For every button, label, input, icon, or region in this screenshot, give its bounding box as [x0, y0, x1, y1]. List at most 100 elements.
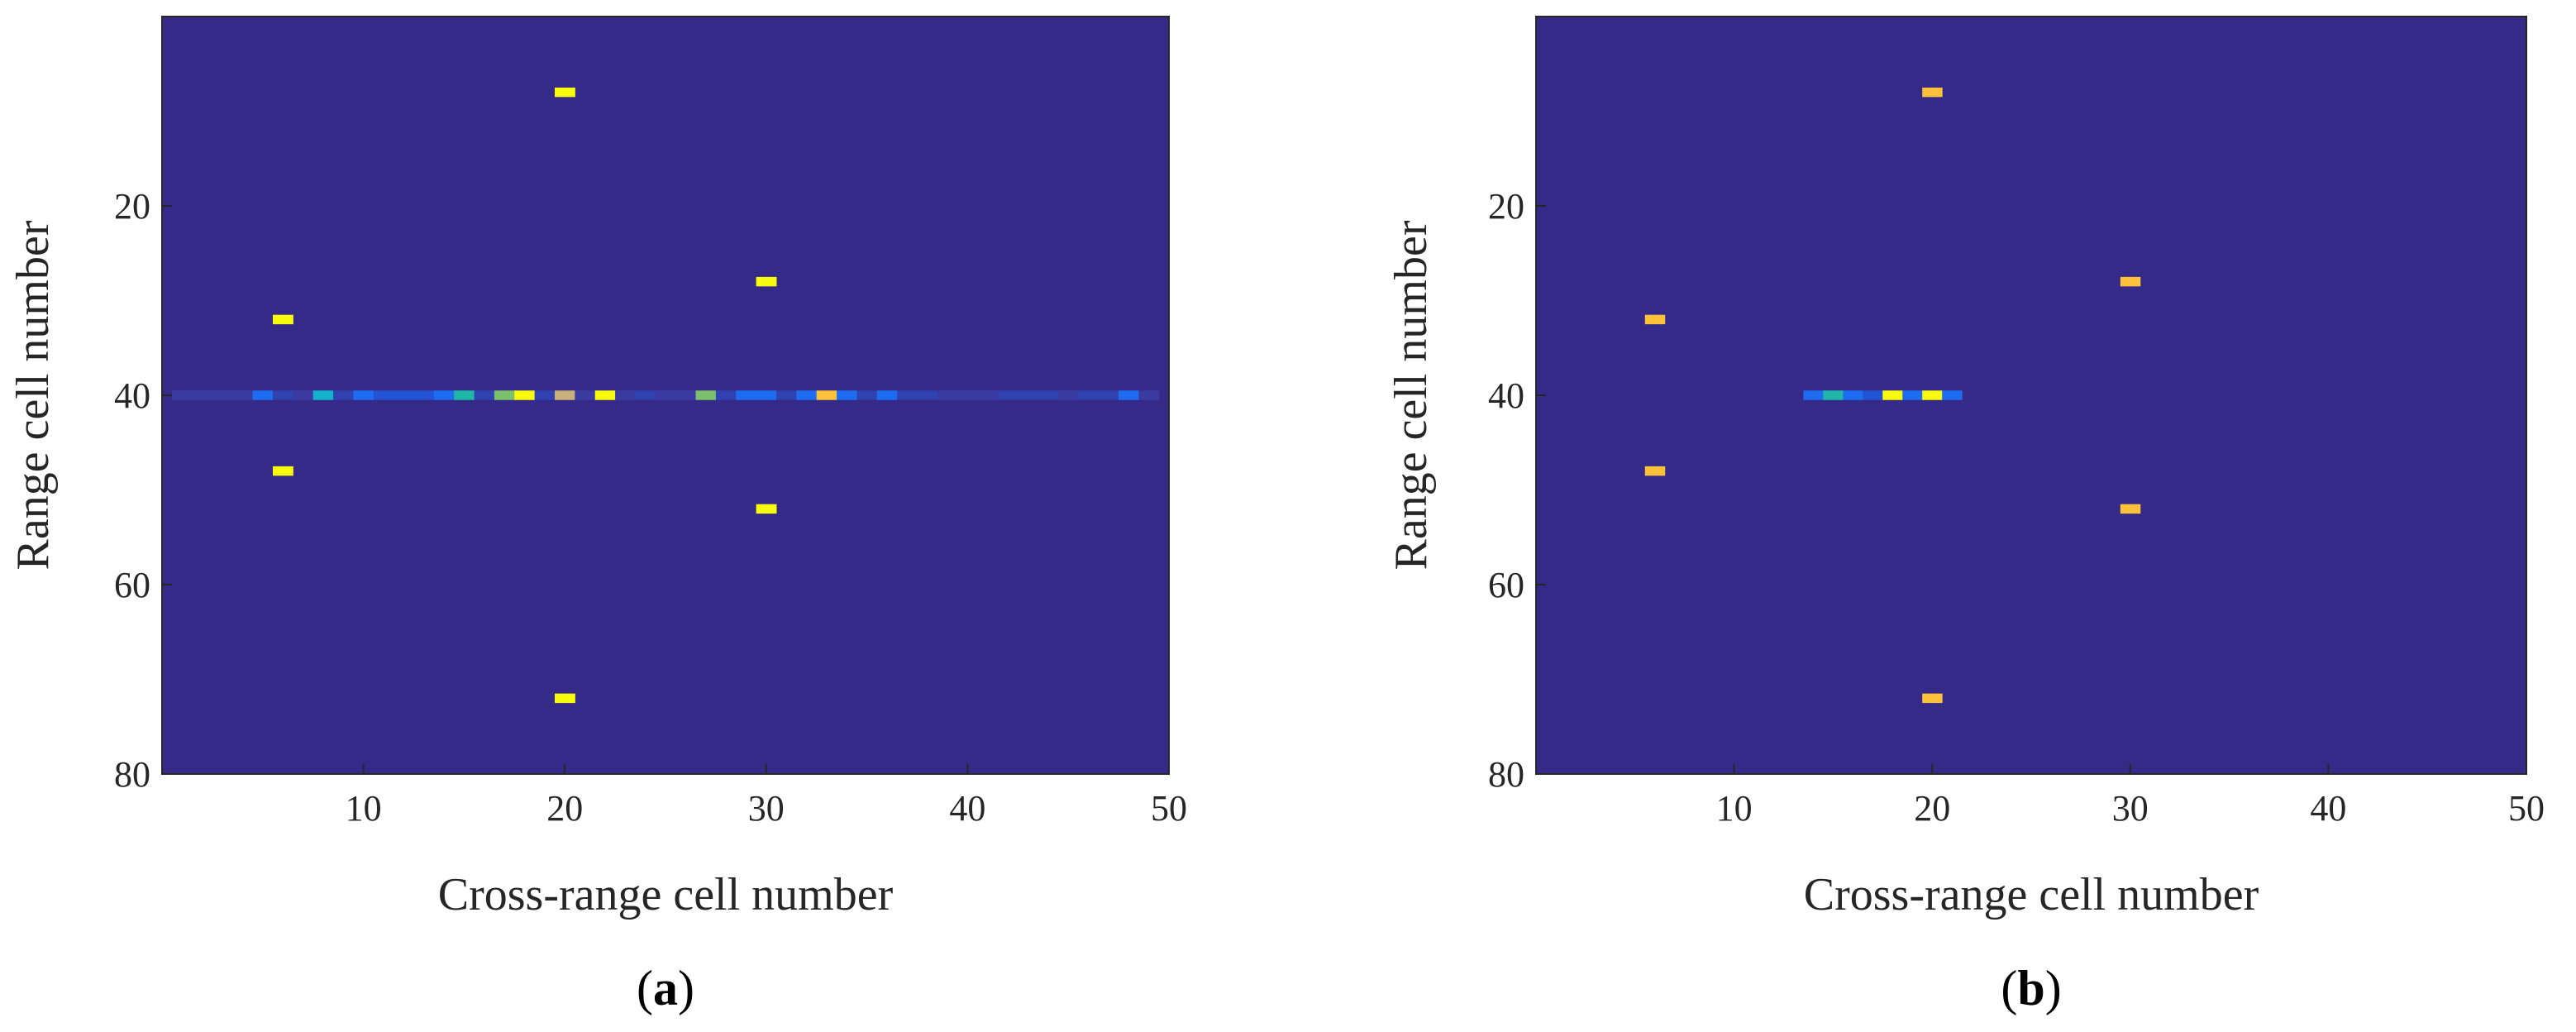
x-tick-label-a-0: 10 [346, 788, 382, 829]
heatmap-cell-a-14 [333, 390, 354, 400]
heatmap-cell-a-27 [594, 390, 616, 400]
y-tick-label-b-1: 40 [1488, 375, 1524, 416]
heatmap-cell-a-48 [1018, 390, 1039, 400]
heatmap-cell-b-9 [1863, 390, 1883, 400]
heatmap-cell-a-50 [1058, 390, 1079, 400]
heatmap-cell-a-8 [212, 390, 233, 400]
heatmap-cell-a-22 [494, 390, 515, 400]
heatmap-cell-a-44 [937, 390, 958, 400]
heatmap-cell-b-4 [2120, 504, 2141, 514]
heatmap-cell-a-3 [272, 466, 293, 476]
heatmap-cell-a-47 [997, 390, 1018, 400]
heatmap-cell-a-23 [514, 390, 536, 400]
heatmap-cell-a-9 [232, 390, 254, 400]
panel-a: 10 20 30 40 50 20 40 60 80 Cross-range cell num… [7, 16, 1187, 1015]
x-tick-label-a-2: 30 [748, 788, 785, 829]
y-tick-label-a-1: 40 [114, 375, 150, 416]
heatmap-cell-a-40 [856, 390, 878, 400]
panel-caption-b: (b) [2001, 961, 2061, 1015]
heatmap-cell-a-4 [756, 504, 777, 514]
heatmap-cell-a-25 [555, 390, 575, 400]
heatmap-cell-b-5 [1922, 693, 1943, 704]
y-tick-label-a-0: 20 [114, 186, 150, 227]
y-axis-label-b: Range cell number [1386, 220, 1437, 570]
heatmap-cell-a-33 [715, 390, 737, 400]
heatmap-cell-a-35 [756, 390, 777, 400]
heatmap-cell-a-31 [675, 390, 697, 400]
heatmap-cell-a-53 [1119, 390, 1139, 400]
heatmap-cell-a-36 [775, 390, 797, 400]
x-axis-label-a: Cross-range cell number [438, 869, 894, 920]
heatmap-cell-a-30 [655, 390, 676, 400]
heatmap-cell-a-21 [474, 390, 495, 400]
y-ticks-a: 20 40 60 80 [114, 186, 172, 795]
heatmap-cell-a-0 [555, 87, 575, 98]
x-tick-label-b-3: 40 [2310, 788, 2346, 829]
heatmap-cell-a-49 [1038, 390, 1059, 400]
heatmap-cell-a-51 [1078, 390, 1100, 400]
x-axis-label-b: Cross-range cell number [1804, 869, 2259, 920]
heatmap-cell-a-6 [172, 390, 193, 400]
heatmap-cell-a-32 [695, 390, 717, 400]
heatmap-cell-a-45 [957, 390, 979, 400]
heatmap-cell-a-39 [837, 390, 857, 400]
panel-caption-a: (a) [637, 961, 694, 1015]
heatmap-cell-a-43 [917, 390, 938, 400]
heatmap-cell-a-29 [635, 390, 656, 400]
heatmap-cell-b-12 [1922, 390, 1943, 400]
heatmap-cell-b-8 [1843, 390, 1863, 400]
heatmap-cell-a-16 [373, 390, 394, 400]
heatmap-cell-b-7 [1823, 390, 1844, 400]
y-tick-label-b-2: 60 [1488, 565, 1524, 605]
y-tick-label-a-2: 60 [114, 565, 150, 605]
y-tick-label-b-0: 20 [1488, 186, 1524, 227]
heatmap-cell-a-52 [1098, 390, 1119, 400]
heatmap-cell-a-10 [252, 390, 274, 400]
heatmap-cell-a-15 [353, 390, 374, 400]
heatmap-cell-a-19 [433, 390, 455, 400]
heatmap-cell-a-7 [192, 390, 213, 400]
heatmap-cell-a-34 [736, 390, 757, 400]
heatmap-cell-a-46 [977, 390, 999, 400]
heatmap-cell-b-11 [1902, 390, 1923, 400]
heatmap-cell-a-1 [272, 314, 293, 325]
heatmap-cell-a-42 [897, 390, 918, 400]
heatmap-cell-b-2 [2120, 276, 2141, 287]
heatmap-cell-a-26 [575, 390, 596, 400]
heatmap-cell-a-2 [756, 276, 777, 287]
cells-b [1644, 87, 2141, 704]
y-axis-label-a: Range cell number [7, 220, 59, 570]
x-tick-label-b-1: 20 [1914, 788, 1950, 829]
heatmap-cell-a-12 [293, 390, 314, 400]
heatmap-cell-a-37 [796, 390, 818, 400]
x-tick-label-a-3: 40 [949, 788, 985, 829]
heatmap-cell-b-13 [1942, 390, 1963, 400]
x-tick-label-b-0: 10 [1716, 788, 1753, 829]
heatmap-cell-a-41 [876, 390, 898, 400]
heatmap-cell-b-10 [1882, 390, 1903, 400]
heatmap-cell-a-20 [454, 390, 475, 400]
cells-a [172, 87, 1160, 704]
plot-area-b [1536, 17, 2526, 774]
heatmap-cell-a-24 [534, 390, 556, 400]
x-tick-label-a-4: 50 [1151, 788, 1187, 829]
y-ticks-b: 20 40 60 80 [1488, 186, 1546, 795]
heatmap-cell-a-54 [1138, 390, 1160, 400]
heatmap-cell-b-6 [1803, 390, 1824, 400]
x-ticks-a: 10 20 30 40 50 [346, 764, 1187, 829]
y-tick-label-b-3: 80 [1488, 754, 1524, 795]
heatmap-cell-a-17 [394, 390, 414, 400]
panel-b: 10 20 30 40 50 20 40 60 80 Cross-range cell num… [1386, 16, 2545, 1015]
x-tick-label-b-2: 30 [2112, 788, 2149, 829]
heatmap-cell-a-38 [816, 390, 837, 400]
heatmap-cell-a-11 [272, 390, 293, 400]
heatmap-cell-a-28 [615, 390, 636, 400]
x-ticks-b: 10 20 30 40 50 [1716, 764, 2545, 829]
heatmap-cell-b-0 [1922, 87, 1943, 98]
x-tick-label-b-4: 50 [2508, 788, 2545, 829]
heatmap-cell-a-5 [555, 693, 575, 704]
heatmap-cell-b-1 [1644, 314, 1666, 325]
heatmap-cell-a-13 [312, 390, 334, 400]
heatmap-cell-a-18 [413, 390, 435, 400]
